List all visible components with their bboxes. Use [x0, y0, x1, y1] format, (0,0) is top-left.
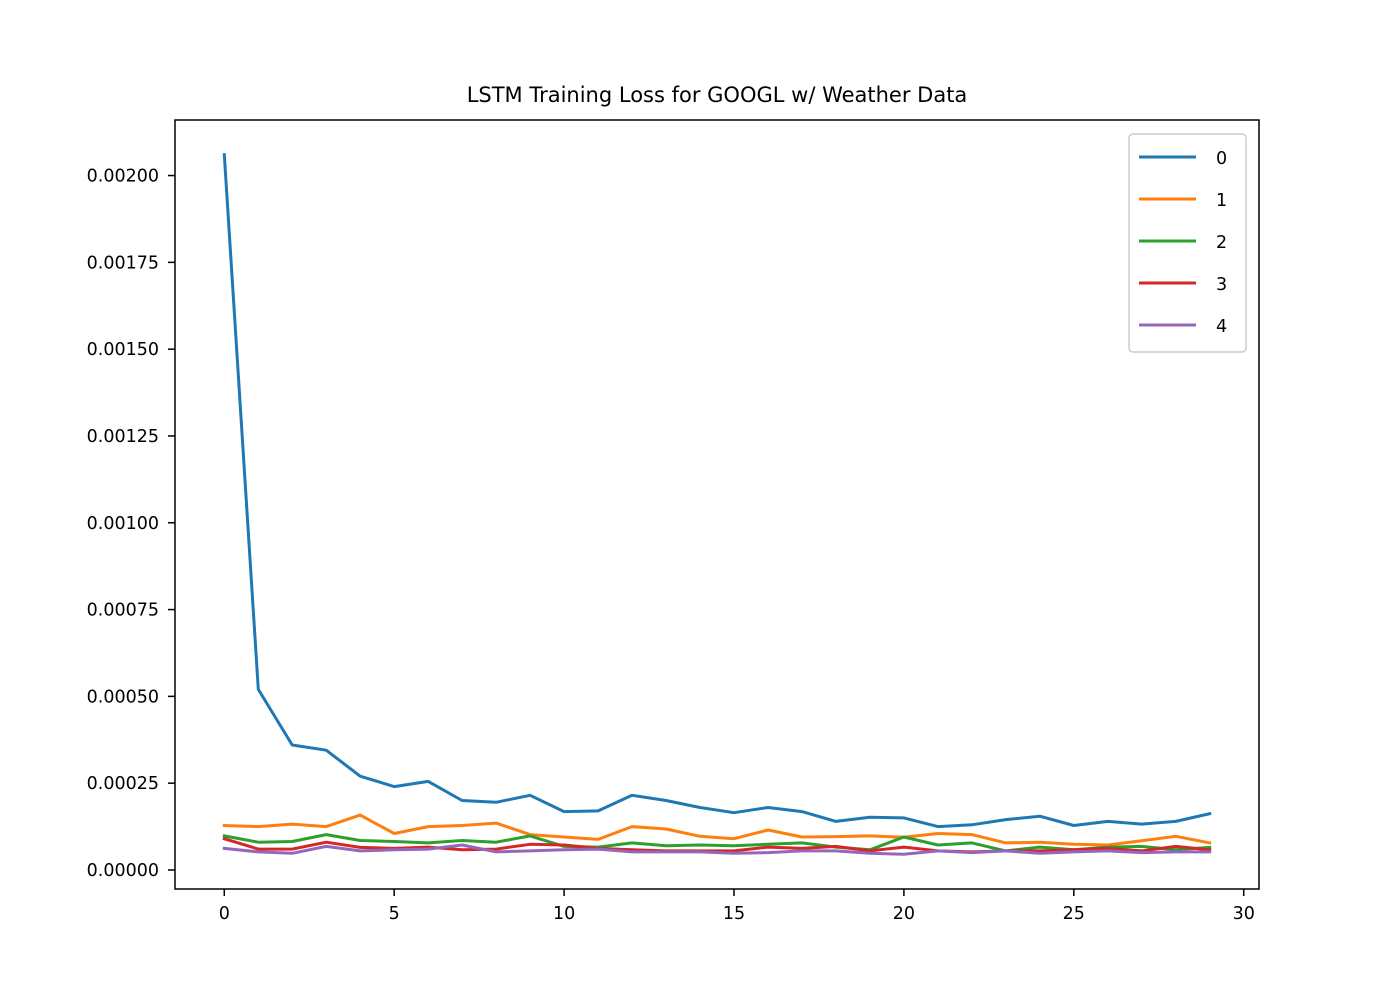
x-tick-label: 20: [893, 904, 915, 924]
series-line-4: [222, 843, 1212, 856]
y-tick-label: 0.00125: [87, 427, 159, 447]
legend-label-0: 0: [1216, 149, 1227, 169]
series-line-3: [222, 836, 1212, 854]
plot-area-frame: [174, 119, 1260, 890]
series-line-1: [222, 813, 1212, 847]
y-tick-label: 0.00175: [87, 253, 159, 273]
series-layer: [222, 153, 1212, 856]
x-tick-label: 25: [1063, 904, 1085, 924]
chart-title: LSTM Training Loss for GOOGL w/ Weather …: [467, 83, 968, 107]
y-tick-label: 0.00075: [87, 601, 159, 621]
x-tick-label: 15: [723, 904, 745, 924]
series-line-0: [222, 153, 1212, 829]
legend-label-3: 3: [1216, 275, 1227, 295]
y-tick-label: 0.00050: [87, 687, 159, 707]
y-tick-label: 0.00150: [87, 340, 159, 360]
series-line-2: [222, 833, 1212, 853]
ticks-layer: 0 5 10 15 20 25 30 0.00000 0.00025 0.00050 0.00075…: [87, 167, 1255, 924]
x-tick-label: 30: [1233, 904, 1255, 924]
legend-label-1: 1: [1216, 191, 1227, 211]
legend-label-4: 4: [1216, 317, 1227, 337]
legend-box: [1128, 133, 1247, 353]
y-tick-label: 0.00025: [87, 774, 159, 794]
y-tick-label: 0.00000: [87, 861, 159, 881]
legend-label-2: 2: [1216, 233, 1227, 253]
x-tick-label: 10: [553, 904, 575, 924]
legend: 0 1 2 3 4: [1128, 133, 1247, 353]
y-tick-label: 0.00100: [87, 514, 159, 534]
y-tick-label: 0.00200: [87, 167, 159, 187]
x-tick-label: 0: [219, 904, 230, 924]
x-tick-label: 5: [389, 904, 400, 924]
